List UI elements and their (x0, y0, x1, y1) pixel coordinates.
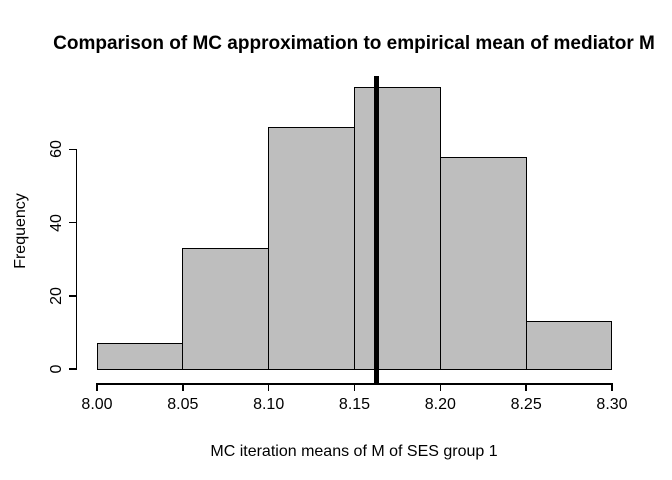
x-tick-mark (611, 383, 613, 391)
x-tick-label: 8.05 (167, 396, 199, 413)
x-tick-mark (96, 383, 98, 391)
histogram-bar (268, 127, 355, 371)
histogram-bar (354, 87, 441, 371)
x-tick-mark (439, 383, 442, 391)
x-tick-label: 8.00 (81, 396, 113, 413)
histogram-bar (525, 321, 613, 371)
x-tick-mark (353, 383, 356, 391)
x-axis-label: MC iteration means of M of SES group 1 (210, 443, 498, 460)
x-tick-label: 8.10 (253, 396, 285, 413)
y-tick-label: 0 (48, 364, 65, 374)
x-tick-mark (267, 383, 270, 391)
histogram-bar (182, 248, 270, 371)
x-tick-label: 8.30 (596, 396, 628, 413)
y-tick-label: 60 (48, 140, 65, 159)
x-tick-mark (182, 383, 184, 391)
histogram-bar (96, 343, 184, 371)
histogram-bar (439, 156, 527, 371)
y-tick-mark (69, 221, 76, 224)
y-tick-label: 40 (48, 213, 65, 232)
x-tick-label: 8.25 (510, 396, 542, 413)
y-tick-mark (69, 148, 76, 151)
y-tick-label: 20 (48, 286, 65, 305)
y-axis (75, 148, 77, 370)
x-tick-label: 8.20 (424, 396, 456, 413)
chart-title: Comparison of MC approximation to empiri… (53, 33, 655, 54)
y-axis-label: Frequency (12, 193, 29, 269)
x-tick-mark (525, 383, 527, 391)
y-tick-mark (69, 295, 76, 297)
x-tick-label: 8.15 (338, 396, 371, 413)
y-tick-mark (69, 368, 76, 370)
mean-line (374, 76, 380, 385)
